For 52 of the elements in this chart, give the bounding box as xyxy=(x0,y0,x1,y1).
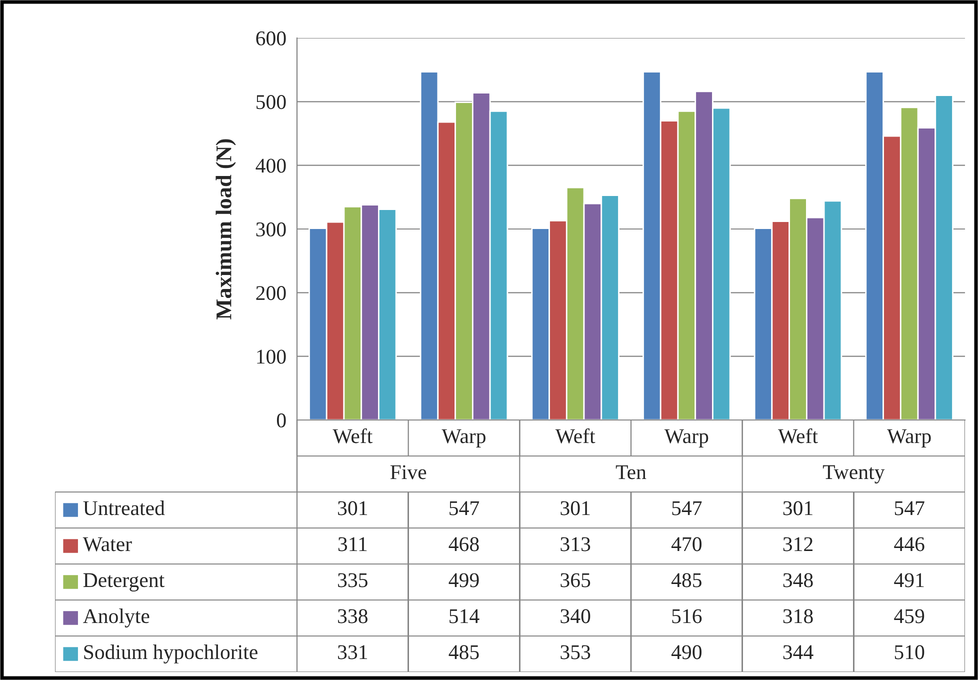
text: Twenty xyxy=(822,465,885,484)
data-label: 301 xyxy=(560,501,590,516)
data-label: 301 xyxy=(338,501,368,516)
data-label: 353 xyxy=(560,645,590,660)
x-tick-label: Weft xyxy=(778,428,818,444)
x-tick-label: Warp xyxy=(442,429,486,448)
x-tick-label: Weft xyxy=(332,428,373,444)
data-label: 365 xyxy=(560,573,590,588)
data-label: 348 xyxy=(783,573,813,588)
text: Ten xyxy=(616,465,646,480)
data-label: 485 xyxy=(448,645,479,660)
data-label: 490 xyxy=(671,645,702,660)
data-label: 510 xyxy=(894,645,924,660)
data-label: 459 xyxy=(894,609,924,624)
data-label: 338 xyxy=(338,609,368,624)
x-tick-label: Warp xyxy=(664,429,708,448)
data-label: 547 xyxy=(894,501,924,516)
data-label: 516 xyxy=(672,609,702,624)
legend-label: Anolyte xyxy=(83,608,150,628)
legend-label: Water xyxy=(82,537,132,552)
data-label: 514 xyxy=(450,609,480,624)
data-label: 468 xyxy=(448,537,479,552)
data-label: 312 xyxy=(783,537,812,552)
y-tick-label: 400 xyxy=(256,158,286,173)
data-label: 313 xyxy=(560,537,590,552)
legend-label: Sodium hypochlorite xyxy=(84,644,258,664)
data-label: 331 xyxy=(338,645,368,660)
data-label: 335 xyxy=(338,573,368,588)
y-tick-label: 300 xyxy=(256,222,286,236)
data-label: 340 xyxy=(560,609,590,624)
data-label: 344 xyxy=(783,645,814,660)
y-tick-label: 200 xyxy=(256,286,286,300)
x-tick-label: Warp xyxy=(887,429,931,448)
data-label: 547 xyxy=(672,501,702,516)
data-label: 301 xyxy=(783,501,812,516)
y-tick-label: 600 xyxy=(256,31,286,46)
data-label: 491 xyxy=(894,573,924,588)
x-tick-label: Weft xyxy=(555,428,596,444)
y-tick-label: 100 xyxy=(257,350,286,364)
y-axis-title: Maximum load (N) xyxy=(216,139,236,320)
y-tick-label: 0 xyxy=(276,413,286,428)
data-label: 446 xyxy=(894,537,924,552)
text: Five xyxy=(390,465,426,480)
data-label: 547 xyxy=(450,501,480,516)
data-label: 499 xyxy=(448,573,479,588)
y-tick-label: 500 xyxy=(256,95,286,110)
legend-label: Detergent xyxy=(83,573,164,592)
legend-label: Untreated xyxy=(83,500,165,516)
data-label: 318 xyxy=(783,609,813,624)
data-label: 470 xyxy=(671,537,702,552)
data-label: 311 xyxy=(338,537,367,552)
data-label: 485 xyxy=(671,573,702,588)
